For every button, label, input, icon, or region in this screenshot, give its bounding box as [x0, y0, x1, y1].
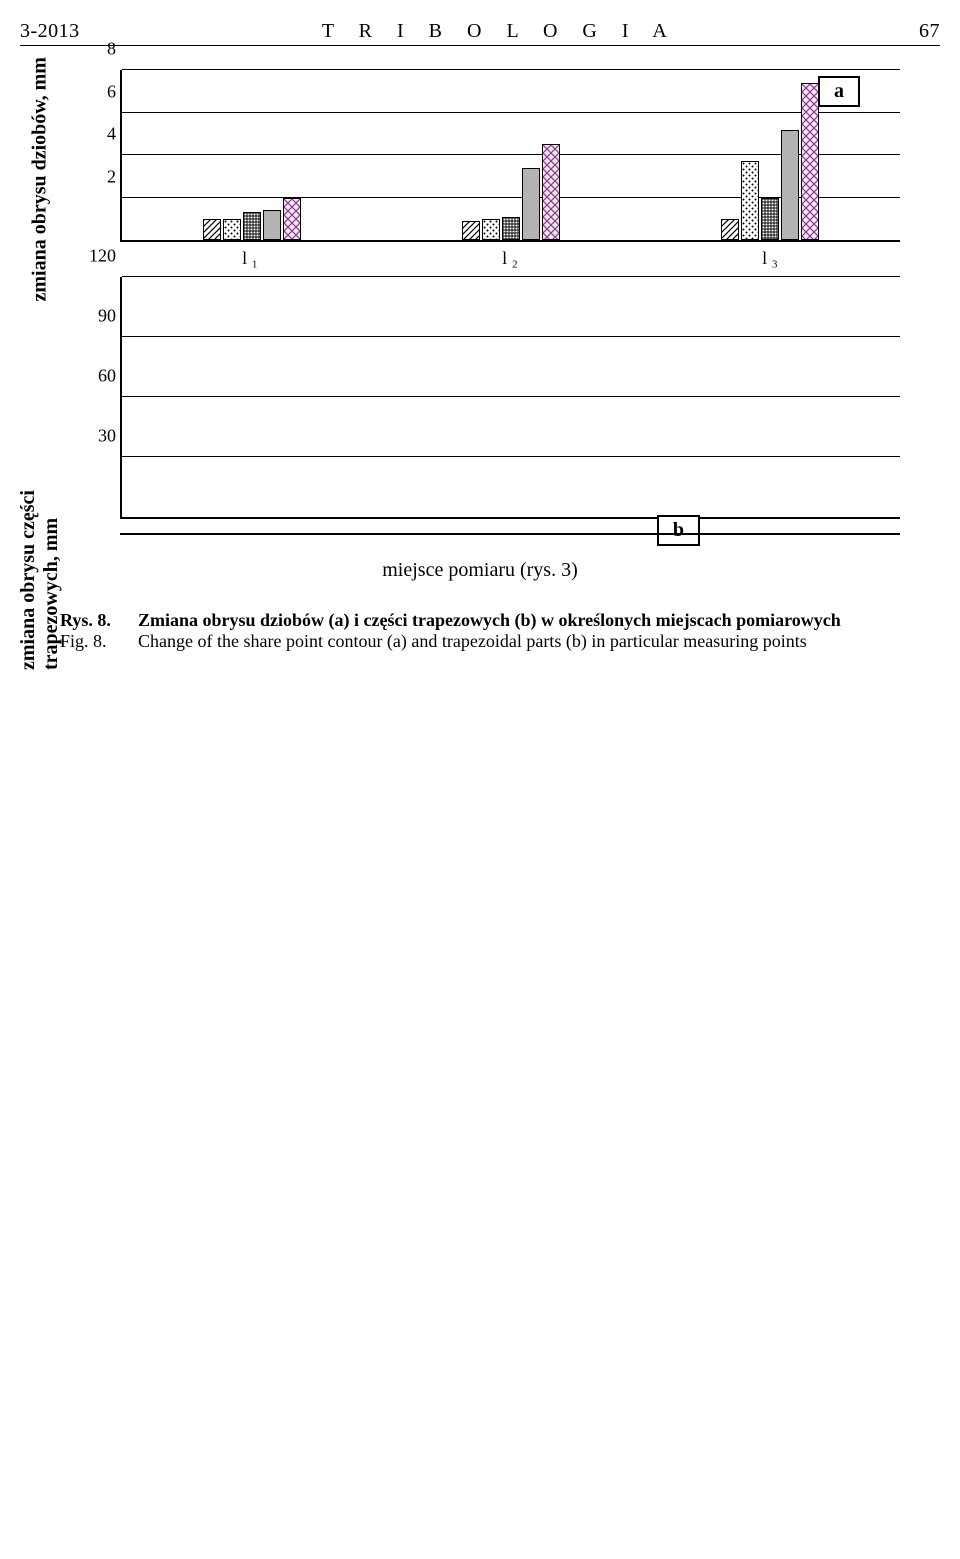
bar [223, 219, 241, 240]
figure-caption: Rys. 8. Zmiana obrysu dziobów (a) i częś… [60, 610, 900, 652]
chart-a-ylabel: zmiana obrysu dziobów, mm [29, 61, 52, 301]
bar [542, 144, 560, 240]
chart-c-ylabel: zmiana obrysu części trapezowych, mm [17, 450, 63, 670]
header-title: T R I B O L O G I A [322, 20, 677, 43]
rys-text: Zmiana obrysu dziobów (a) i części trape… [138, 610, 900, 631]
bar [283, 198, 301, 241]
bar [781, 130, 799, 241]
bar-group [721, 83, 819, 240]
bar [263, 210, 281, 240]
ytick: 8 [82, 39, 116, 60]
ytick: 6 [82, 81, 116, 102]
ytick: 60 [82, 366, 116, 387]
axis-caption: miejsce pomiaru (rys. 3) [20, 559, 940, 582]
bar [761, 198, 779, 241]
ytick: 120 [82, 246, 116, 267]
header-right: 67 [919, 20, 940, 43]
bar-group [462, 144, 560, 240]
bar [482, 219, 500, 240]
bar-group [203, 198, 301, 241]
xlabel: l ₃ [762, 248, 778, 269]
chart-a-frame: zmiana obrysu dziobów, mm a 2468 l ₁l ₂l… [120, 70, 900, 269]
bar [462, 221, 480, 240]
chart-b-frame: 306090120 [120, 277, 900, 525]
fig-text: Change of the share point contour (a) an… [138, 631, 900, 652]
bar [801, 83, 819, 240]
chart-a-xlabels: l ₁ l ₂ l ₃ [120, 248, 900, 269]
fig-label: Fig. 8. [60, 631, 128, 652]
rys-label: Rys. 8. [60, 610, 128, 631]
page-header: 3-2013 T R I B O L O G I A 67 [20, 20, 940, 46]
bar [522, 168, 540, 240]
chart-c-box: b [657, 515, 700, 546]
ytick: 30 [82, 426, 116, 447]
ytick: 4 [82, 124, 116, 145]
bar [203, 219, 221, 240]
chart-b: 306090120 [120, 277, 900, 519]
bar [243, 212, 261, 240]
chart-a: 2468 [120, 70, 900, 242]
chart-c [120, 533, 900, 535]
ytick: 2 [82, 166, 116, 187]
xlabel: l ₂ [502, 248, 518, 269]
bar [741, 161, 759, 240]
header-left: 3-2013 [20, 20, 80, 43]
chart-c-frame: zmiana obrysu części trapezowych, mm b [120, 533, 900, 541]
bar [502, 217, 520, 240]
xlabel: l ₁ [242, 248, 258, 269]
ytick: 90 [82, 306, 116, 327]
bar [721, 219, 739, 240]
